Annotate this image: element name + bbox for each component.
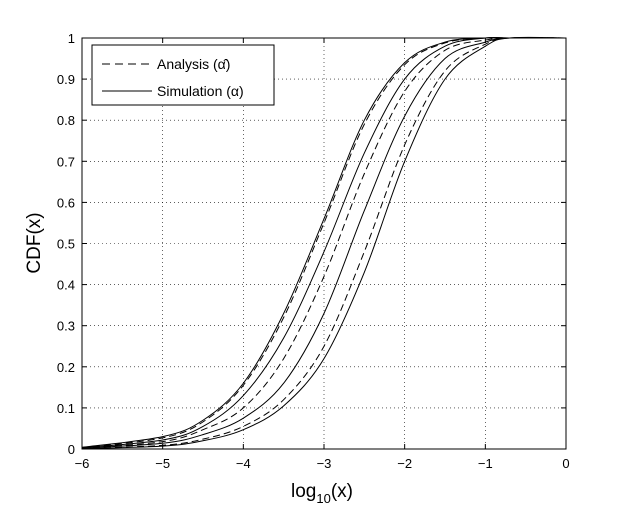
y-tick-label: 0.5 — [57, 237, 75, 252]
x-tick-label: −3 — [317, 456, 332, 471]
ticks — [81, 37, 567, 450]
x-axis-label-arg: (x) — [331, 481, 353, 502]
legend-analysis-label: Analysis (α̂) — [157, 56, 230, 72]
x-tick-label: −2 — [397, 456, 412, 471]
y-axis-label: CDF(x) — [24, 212, 45, 273]
y-tick-label: 0.6 — [57, 195, 75, 210]
y-tick-label: 0.4 — [57, 278, 75, 293]
tick-labels: −6 −5 −4 −3 −2 −1 0 0 0.1 0.2 0.3 0.4 0.5 0.6 0.7 0.8 0.… — [57, 31, 570, 471]
legend: Analysis (α̂) Simulation (α) — [91, 44, 275, 106]
y-tick-label: 0.7 — [57, 154, 75, 169]
x-axis-label: log10(x) — [291, 481, 353, 505]
y-tick-label: 0 — [68, 442, 75, 457]
x-tick-label: −6 — [75, 456, 90, 471]
analysis-curve-3 — [81, 37, 567, 449]
x-tick-label: 0 — [562, 456, 569, 471]
y-tick-label: 0.8 — [57, 113, 75, 128]
y-tick-label: 0.3 — [57, 319, 75, 334]
x-axis-label-subscript: 10 — [316, 491, 330, 505]
y-tick-label: 1 — [68, 31, 75, 46]
analysis-curve-5 — [81, 37, 567, 450]
x-tick-label: −5 — [155, 456, 170, 471]
x-tick-label: −4 — [236, 456, 251, 471]
y-tick-label: 0.2 — [57, 360, 75, 375]
y-tick-label: 0.9 — [57, 72, 75, 87]
legend-box — [91, 44, 275, 106]
simulation-curve-6 — [81, 36, 567, 450]
legend-simulation-label: Simulation (α) — [157, 83, 244, 99]
y-tick-label: 0.1 — [57, 401, 75, 416]
x-tick-label: −1 — [478, 456, 493, 471]
